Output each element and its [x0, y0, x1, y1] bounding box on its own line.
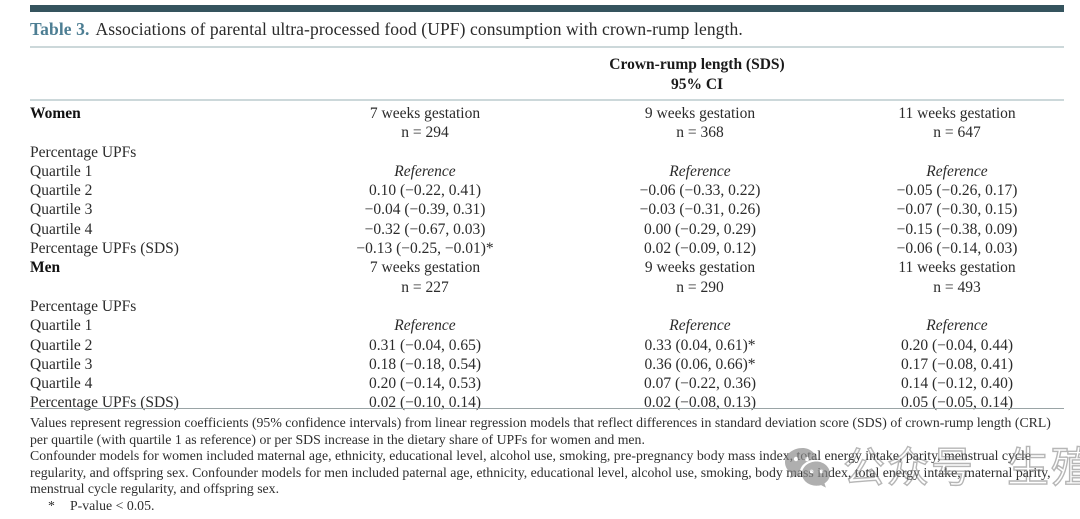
empty-cell — [30, 278, 300, 297]
cell-value — [850, 297, 1064, 316]
cell-value: Reference — [669, 162, 731, 180]
cell-value: 0.20 (−0.04, 0.44) — [900, 336, 1014, 354]
horizontal-rule-under-header — [30, 99, 1064, 101]
row-label: Quartile 2 — [30, 336, 93, 354]
row-label: Quartile 2 — [30, 182, 93, 200]
asterisk-definition: P-value < 0.05. — [70, 497, 155, 513]
table-row: Women 7 weeks gestation 9 weeks gestatio… — [30, 104, 1064, 123]
table-row: Percentage UPFs (SDS) 0.02 (−0.10, 0.14)… — [30, 393, 1064, 412]
table-footnotes: Values represent regression coefficients… — [30, 408, 1064, 515]
cell-value: 0.36 (0.06, 0.66)* — [644, 355, 756, 373]
spanning-header-line1: Crown-rump length (SDS) — [609, 56, 785, 73]
cell-value — [300, 143, 550, 162]
results-table: Women 7 weeks gestation 9 weeks gestatio… — [30, 104, 1064, 413]
cell-value: −0.03 (−0.31, 0.26) — [639, 201, 761, 219]
cell-value: 0.18 (−0.18, 0.54) — [368, 355, 482, 373]
table-caption: Table 3. Associations of parental ultra-p… — [30, 19, 1064, 40]
cell-value: Reference — [394, 317, 456, 335]
sample-size: n = 493 — [933, 278, 981, 296]
cell-value — [550, 143, 850, 162]
cell-value: −0.04 (−0.39, 0.31) — [364, 201, 486, 219]
cell-value — [850, 143, 1064, 162]
row-label: Quartile 4 — [30, 375, 93, 393]
spanning-column-header: Crown-rump length (SDS) 95% CI — [330, 55, 1064, 95]
column-header: 11 weeks gestation — [898, 105, 1016, 122]
row-label: Quartile 3 — [30, 201, 93, 219]
cell-value: 0.20 (−0.14, 0.53) — [368, 375, 482, 393]
row-label: Quartile 1 — [30, 162, 93, 180]
cell-value: −0.06 (−0.33, 0.22) — [639, 182, 761, 200]
table-row: Quartile 4 0.20 (−0.14, 0.53) 0.07 (−0.2… — [30, 374, 1064, 393]
sample-size: n = 368 — [676, 124, 724, 142]
table-row: Percentage UPFs — [30, 143, 1064, 162]
sample-size: n = 227 — [401, 278, 449, 296]
table-row: Quartile 4 −0.32 (−0.67, 0.03) 0.00 (−0.… — [30, 220, 1064, 239]
cell-value: 0.07 (−0.22, 0.36) — [643, 375, 757, 393]
table-row: Quartile 2 0.10 (−0.22, 0.41) −0.06 (−0.… — [30, 181, 1064, 200]
column-header: 7 weeks gestation — [369, 259, 481, 277]
cell-value: −0.32 (−0.67, 0.03) — [364, 220, 486, 238]
sample-size: n = 290 — [676, 278, 724, 296]
row-label: Percentage UPFs — [30, 297, 137, 315]
spanning-header-line2: 95% CI — [670, 76, 724, 93]
row-label: Percentage UPFs — [30, 143, 137, 161]
cell-value: 0.00 (−0.29, 0.29) — [643, 220, 757, 238]
cell-value: 0.10 (−0.22, 0.41) — [368, 182, 482, 200]
sample-size: n = 294 — [401, 124, 449, 142]
table-row: n = 227 n = 290 n = 493 — [30, 278, 1064, 297]
footnote-asterisk-line: * P-value < 0.05. — [30, 498, 1064, 515]
group-header-women: Women — [30, 105, 81, 122]
cell-value: Reference — [926, 317, 988, 335]
row-label: Quartile 3 — [30, 355, 93, 373]
row-label: Quartile 1 — [30, 317, 93, 335]
horizontal-rule-top — [30, 46, 1064, 48]
cell-value: −0.15 (−0.38, 0.09) — [896, 220, 1018, 238]
empty-cell — [30, 123, 300, 142]
table-row: Percentage UPFs (SDS) −0.13 (−0.25, −0.0… — [30, 239, 1064, 258]
table-top-accent-bar — [30, 5, 1064, 12]
table-row: Quartile 3 0.18 (−0.18, 0.54) 0.36 (0.06… — [30, 355, 1064, 374]
table-caption-text: Associations of parental ultra-processed… — [95, 19, 743, 39]
cell-value: 0.02 (−0.09, 0.12) — [643, 240, 757, 258]
table-row: Quartile 1 Reference Reference Reference — [30, 316, 1064, 335]
cell-value: 0.17 (−0.08, 0.41) — [900, 355, 1014, 373]
group-header-men: Men — [30, 259, 61, 277]
cell-value: Reference — [394, 162, 456, 180]
sample-size: n = 647 — [933, 124, 981, 142]
footnote-paragraph: Values represent regression coefficients… — [30, 415, 1051, 447]
cell-value: Reference — [926, 162, 988, 180]
table-number-label: Table 3. — [30, 19, 90, 39]
cell-value: 0.33 (0.04, 0.61)* — [644, 336, 756, 354]
table-row: Men 7 weeks gestation 9 weeks gestation … — [30, 258, 1064, 277]
cell-value: −0.13 (−0.25, −0.01)* — [356, 240, 494, 258]
table-row: n = 294 n = 368 n = 647 — [30, 123, 1064, 142]
row-label: Percentage UPFs (SDS) — [30, 394, 179, 412]
row-label: Percentage UPFs (SDS) — [30, 240, 179, 258]
table-row: Quartile 1 Reference Reference Reference — [30, 162, 1064, 181]
table-row: Percentage UPFs — [30, 297, 1064, 316]
row-label: Quartile 4 — [30, 220, 93, 238]
cell-value — [300, 297, 550, 316]
cell-value: Reference — [669, 317, 731, 335]
cell-value: 0.02 (−0.10, 0.14) — [368, 394, 482, 412]
column-header: 7 weeks gestation — [369, 105, 481, 122]
cell-value: −0.05 (−0.26, 0.17) — [896, 182, 1018, 200]
table-row: Quartile 3 −0.04 (−0.39, 0.31) −0.03 (−0… — [30, 200, 1064, 219]
asterisk-symbol: * — [48, 497, 55, 513]
column-header: 11 weeks gestation — [898, 259, 1016, 277]
cell-value: 0.14 (−0.12, 0.40) — [900, 375, 1014, 393]
cell-value: 0.05 (−0.05, 0.14) — [900, 394, 1014, 412]
table-row: Quartile 2 0.31 (−0.04, 0.65) 0.33 (0.04… — [30, 336, 1064, 355]
cell-value: 0.31 (−0.04, 0.65) — [368, 336, 482, 354]
column-header: 9 weeks gestation — [644, 105, 756, 122]
cell-value: −0.06 (−0.14, 0.03) — [896, 240, 1018, 258]
cell-value — [550, 297, 850, 316]
cell-value: 0.02 (−0.08, 0.13) — [643, 394, 757, 412]
footnote-paragraph: Confounder models for women included mat… — [30, 448, 1051, 497]
column-header: 9 weeks gestation — [644, 259, 756, 277]
cell-value: −0.07 (−0.30, 0.15) — [896, 201, 1018, 219]
